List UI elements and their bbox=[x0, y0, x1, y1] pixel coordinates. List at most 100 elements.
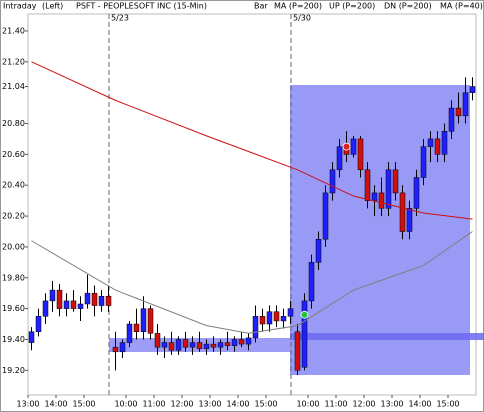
candle-body bbox=[98, 296, 105, 306]
candle-body bbox=[448, 107, 455, 132]
candle-body bbox=[350, 138, 357, 155]
candle-body bbox=[399, 192, 406, 232]
x-tick-label: 13:00 bbox=[16, 400, 39, 409]
candle-body bbox=[441, 130, 448, 155]
candle-body bbox=[259, 316, 266, 325]
candle-body bbox=[77, 303, 84, 309]
x-tick-label: 15:00 bbox=[254, 400, 277, 409]
y-tick-label: 20.80 bbox=[2, 119, 25, 128]
y-tick-label: 19.40 bbox=[2, 335, 25, 344]
candle-body bbox=[280, 316, 287, 322]
candle-body bbox=[294, 331, 301, 371]
candle-body bbox=[140, 308, 147, 333]
candle-body bbox=[56, 289, 63, 309]
axis-side: (Left) bbox=[42, 2, 63, 11]
candle-body bbox=[133, 323, 140, 333]
candle-body bbox=[364, 169, 371, 201]
candle-body bbox=[308, 262, 315, 302]
last-price-label: 21.04 bbox=[2, 82, 25, 91]
candle-body bbox=[385, 169, 392, 209]
candle-body bbox=[126, 323, 133, 343]
day-label: 5/23 bbox=[111, 14, 129, 23]
legend-entry: DN (P=200) bbox=[384, 2, 432, 11]
ma-line bbox=[31, 231, 473, 334]
label-left: Intraday bbox=[3, 2, 37, 11]
candle-body bbox=[161, 342, 168, 348]
x-tick-label: 11:00 bbox=[142, 400, 165, 409]
candle-body bbox=[231, 339, 238, 346]
day-label: 5/30 bbox=[293, 14, 311, 23]
candle-body bbox=[182, 339, 189, 348]
legend: MA (P=200) UP (P=200) DN (P=200) MA (P=40) bbox=[274, 2, 483, 11]
candle-body bbox=[315, 238, 322, 263]
candle-body bbox=[84, 292, 91, 305]
y-tick-label: 20.20 bbox=[2, 212, 25, 221]
candle-body bbox=[301, 300, 308, 368]
x-tick-label: 14:00 bbox=[408, 400, 431, 409]
candle-body bbox=[266, 311, 273, 325]
candle-body bbox=[420, 146, 427, 178]
highlight-band bbox=[290, 333, 484, 340]
bar-label: Bar bbox=[254, 2, 268, 11]
x-tick-label: 15:00 bbox=[436, 400, 459, 409]
y-tick-label: 20.00 bbox=[2, 242, 25, 251]
candle-body bbox=[63, 300, 70, 309]
candle-body bbox=[196, 342, 203, 349]
x-tick-label: 12:00 bbox=[170, 400, 193, 409]
candle-body bbox=[168, 342, 175, 351]
x-tick-label: 13:00 bbox=[198, 400, 221, 409]
candle-body bbox=[42, 300, 49, 317]
candle-body bbox=[406, 208, 413, 232]
candle-body bbox=[217, 342, 224, 348]
candle-body bbox=[455, 107, 462, 117]
signal-dot bbox=[300, 310, 309, 319]
candle-body bbox=[378, 192, 385, 209]
x-tick-label: 14:00 bbox=[226, 400, 249, 409]
candle-body bbox=[336, 146, 343, 171]
x-tick-label: 10:00 bbox=[296, 400, 319, 409]
candle-body bbox=[175, 339, 182, 351]
candle-body bbox=[35, 316, 42, 333]
y-tick-label: 21.40 bbox=[2, 26, 25, 35]
x-tick-label: 12:00 bbox=[352, 400, 375, 409]
candle-body bbox=[112, 346, 119, 353]
x-tick-label: 14:00 bbox=[44, 400, 67, 409]
candle-body bbox=[238, 339, 245, 345]
x-tick-label: 11:00 bbox=[324, 400, 347, 409]
y-tick-label: 20.60 bbox=[2, 150, 25, 159]
candle-body bbox=[210, 343, 217, 348]
candle-body bbox=[147, 308, 154, 334]
legend-entry: MA (P=200) bbox=[274, 2, 322, 11]
candle-body bbox=[392, 169, 399, 194]
candle-body bbox=[70, 300, 77, 309]
candle-body bbox=[427, 138, 434, 147]
candle-body bbox=[462, 92, 469, 117]
candle-body bbox=[469, 86, 476, 93]
chart-title: PSFT - PEOPLESOFT INC (15-Min) bbox=[76, 2, 207, 11]
candle-body bbox=[49, 289, 56, 302]
candle-body bbox=[28, 331, 35, 343]
candle-body bbox=[273, 311, 280, 322]
candle-body bbox=[371, 192, 378, 201]
candle-body bbox=[287, 308, 294, 317]
candle-body bbox=[105, 296, 112, 306]
candle-body bbox=[252, 316, 259, 339]
candle-body bbox=[245, 337, 252, 345]
candle-body bbox=[154, 333, 161, 348]
candle-body bbox=[119, 342, 126, 353]
candle-body bbox=[189, 342, 196, 348]
y-tick-label: 19.60 bbox=[2, 304, 25, 313]
x-tick-label: 10:00 bbox=[114, 400, 137, 409]
y-tick-label: 20.40 bbox=[2, 181, 25, 190]
candle-body bbox=[322, 192, 329, 240]
legend-entry: UP (P=200) bbox=[329, 2, 375, 11]
candle-body bbox=[434, 138, 441, 155]
candle-body bbox=[203, 343, 210, 349]
legend-entry: MA (P=40) bbox=[440, 2, 483, 11]
candle-body bbox=[329, 169, 336, 194]
ma-line bbox=[31, 61, 473, 220]
candle-body bbox=[413, 177, 420, 209]
candle-body bbox=[357, 138, 364, 171]
x-tick-label: 15:00 bbox=[72, 400, 95, 409]
y-tick-label: 19.20 bbox=[2, 366, 25, 375]
